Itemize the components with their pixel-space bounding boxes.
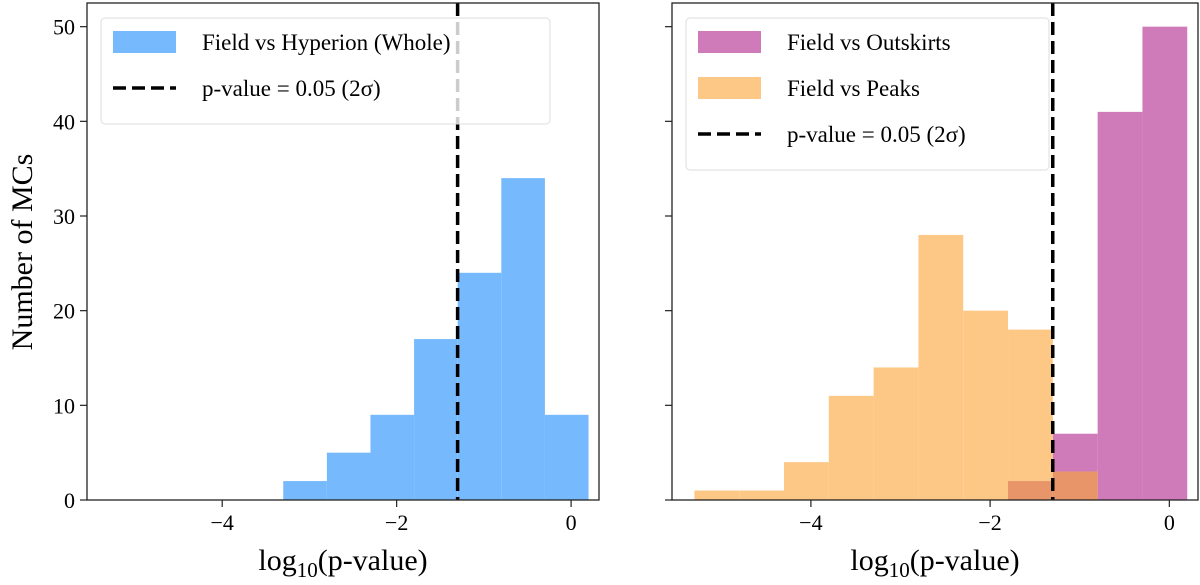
bar-overlap [1052, 471, 1098, 500]
bar-field-vs-peaks [828, 395, 874, 500]
bar-field-vs-hyperion-whole- [501, 178, 545, 500]
x-axis-label: log10(p-value) [258, 544, 427, 582]
y-tick-label: 20 [53, 299, 75, 324]
bar-field-vs-peaks [739, 490, 785, 500]
bar-field-vs-hyperion-whole- [544, 414, 589, 500]
y-tick-label: 50 [53, 15, 75, 40]
bar-field-vs-hyperion-whole- [326, 452, 371, 500]
y-tick-label: 0 [64, 488, 75, 513]
bar-field-vs-peaks [963, 310, 1009, 500]
x-axis-label: log10(p-value) [850, 544, 1019, 582]
bar-field-vs-peaks [918, 234, 964, 500]
y-tick-label: 10 [53, 393, 75, 418]
bar-field-vs-peaks [1008, 329, 1053, 500]
y-tick-label: 40 [53, 109, 75, 134]
x-tick-label: −2 [385, 510, 408, 535]
legend-frame [685, 17, 1050, 171]
y-axis-label: Number of MCs [6, 154, 39, 351]
legend: Field vs Hyperion (Whole) p-value = 0.05 … [100, 17, 551, 125]
legend-frame [100, 17, 551, 125]
legend: Field vs Outskirts Field vs Peaks p-value … [685, 17, 1050, 171]
axes-frame [86, 2, 600, 501]
bar-field-vs-hyperion-whole- [457, 272, 502, 500]
legend-label: Field vs Outskirts [787, 30, 951, 55]
legend-swatch [698, 31, 761, 53]
y-tick-label: 30 [53, 204, 75, 229]
x-tick-label: −4 [799, 510, 822, 535]
bar-field-vs-hyperion-whole- [283, 481, 327, 500]
legend-label: Field vs Peaks [787, 76, 920, 101]
legend-label: p-value = 0.05 (2σ) [787, 122, 966, 147]
panel-left: −4 −2 0 0 10 20 30 40 50 log10(p-value) Number of … [6, 2, 600, 582]
x-tick-label: 0 [1164, 510, 1175, 535]
legend-label: Field vs Hyperion (Whole) [202, 30, 450, 55]
bar-field-vs-hyperion-whole- [414, 339, 458, 500]
bar-field-vs-outskirts [1097, 111, 1143, 500]
bar-overlap [1008, 481, 1053, 500]
legend-swatch [698, 77, 761, 99]
legend-label: p-value = 0.05 (2σ) [202, 76, 381, 101]
legend-swatch [113, 31, 176, 53]
x-tick-label: −2 [978, 510, 1001, 535]
bar-field-vs-hyperion-whole- [370, 414, 415, 500]
x-tick-label: 0 [566, 510, 577, 535]
bar-field-vs-peaks [784, 462, 829, 500]
x-tick-label: −4 [210, 510, 233, 535]
bar-field-vs-peaks [694, 490, 740, 500]
axes-frame [671, 2, 1199, 501]
bar-field-vs-outskirts [1142, 26, 1188, 501]
bar-field-vs-peaks [873, 367, 919, 500]
